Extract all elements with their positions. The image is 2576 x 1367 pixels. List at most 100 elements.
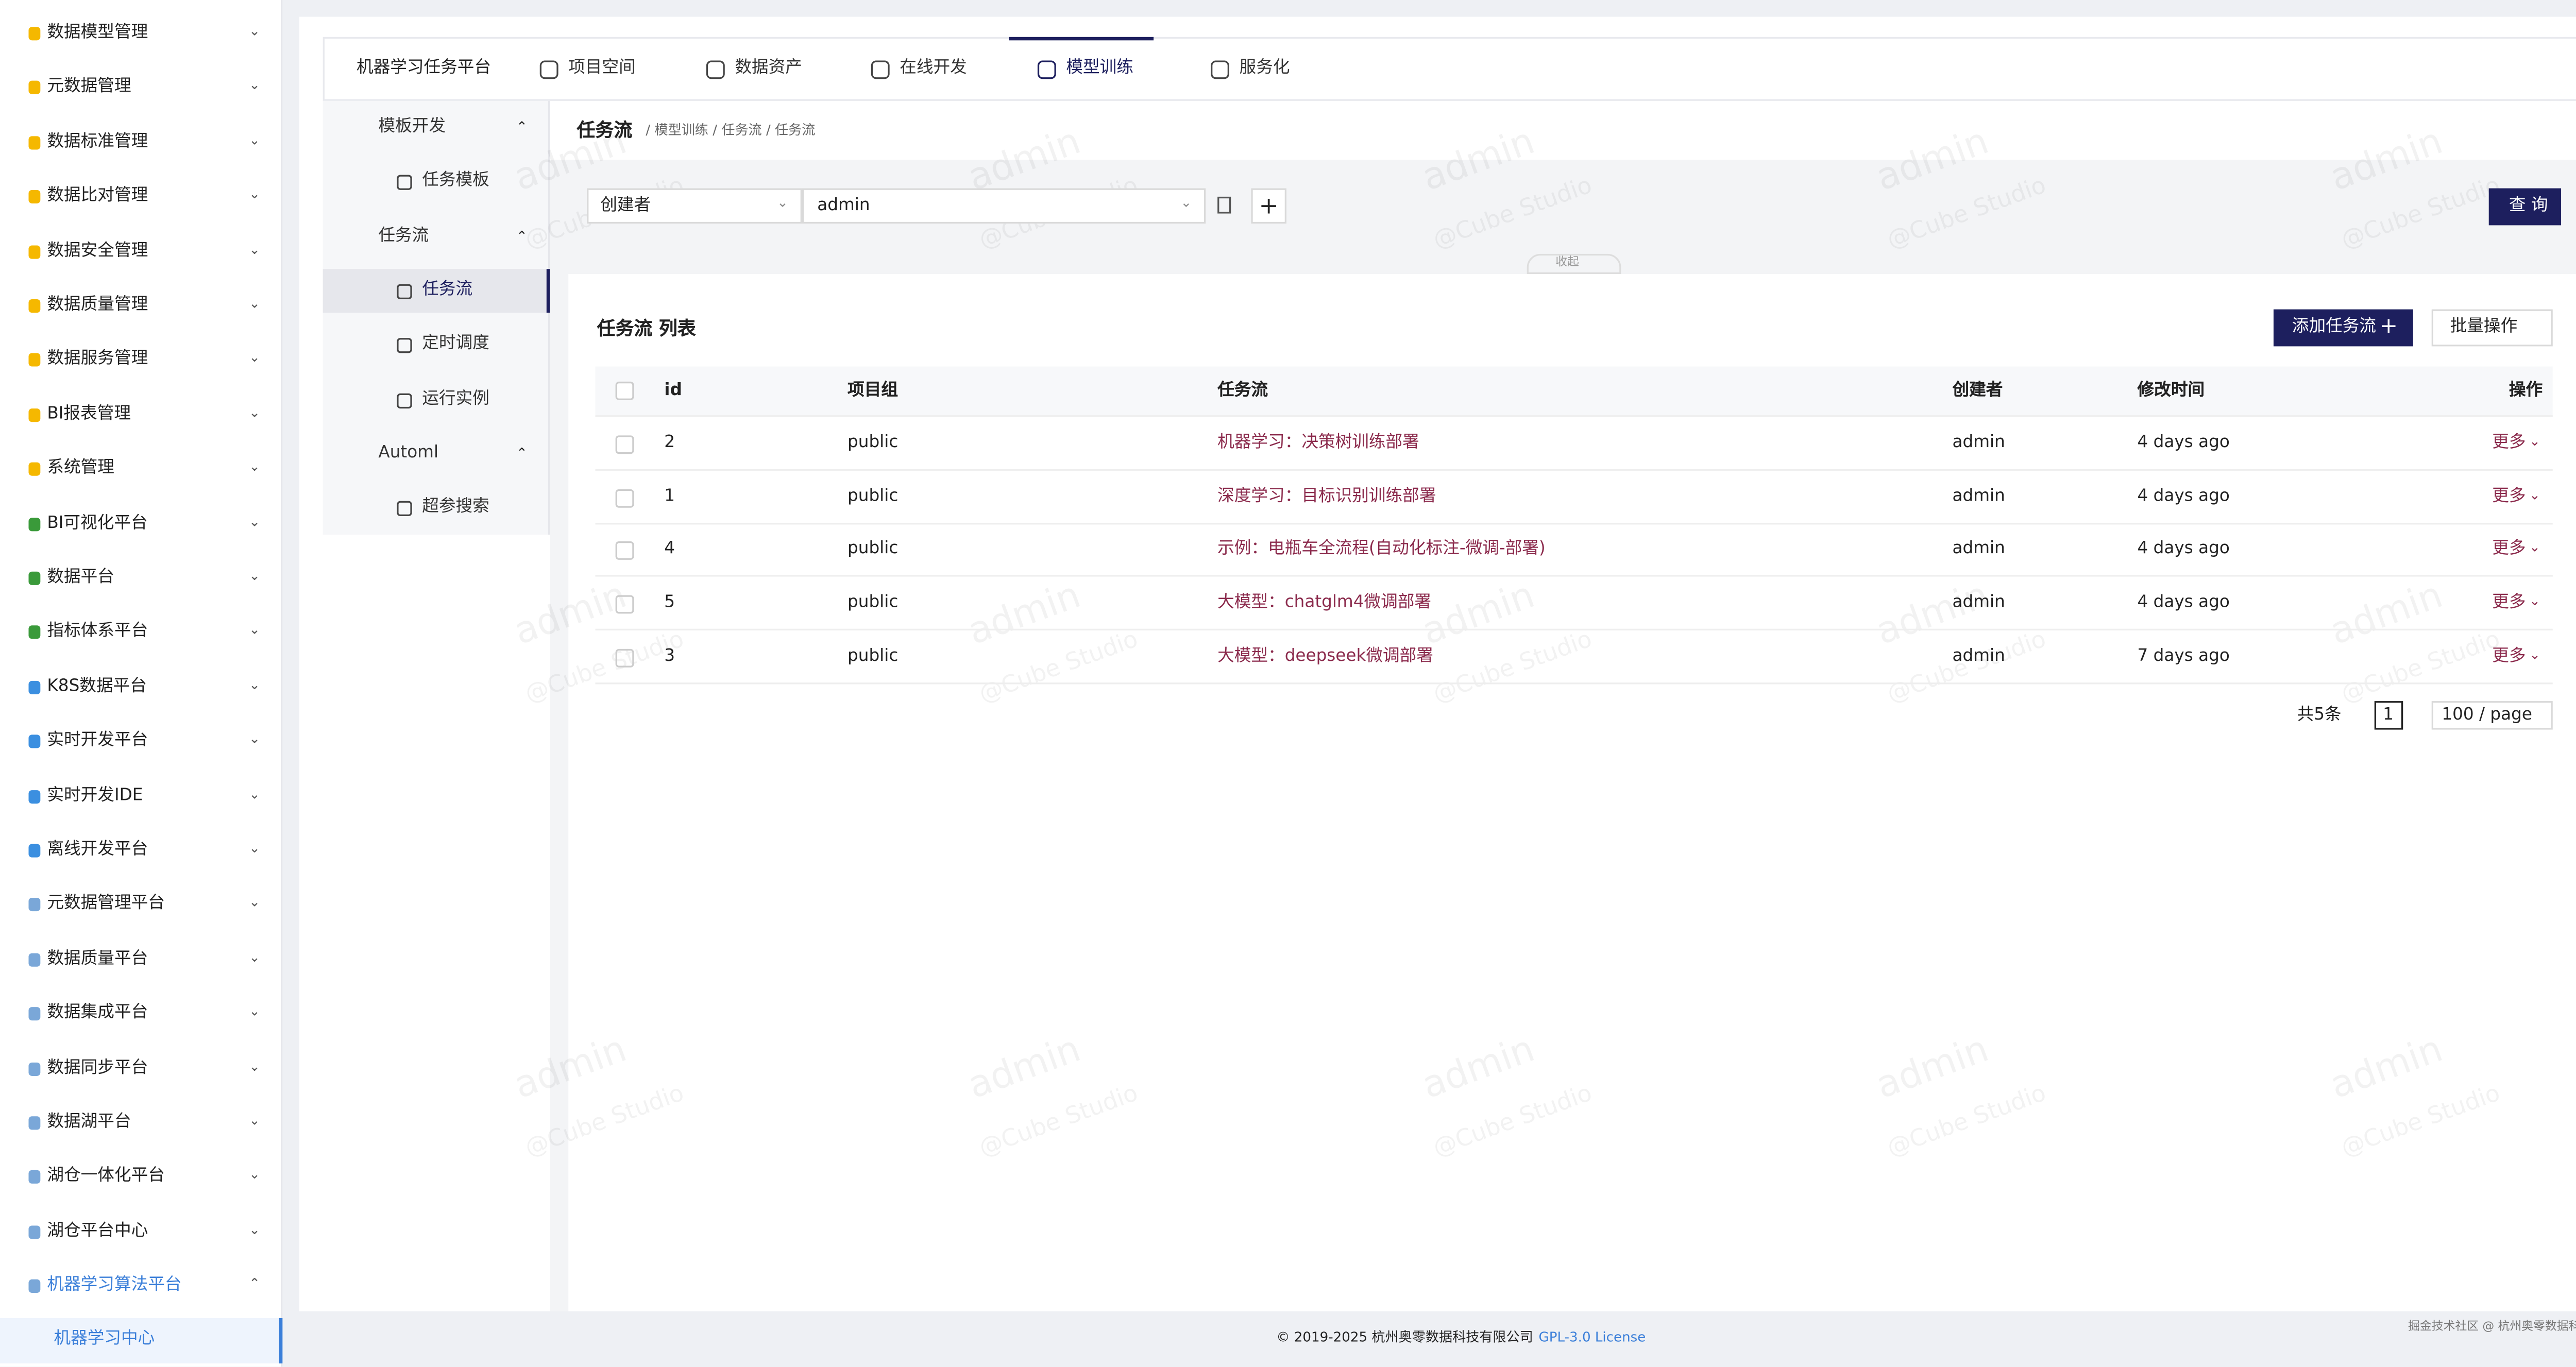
menu-item[interactable]: 定时调度 bbox=[422, 335, 489, 354]
menu-item[interactable]: 运行实例 bbox=[422, 389, 489, 408]
cell[interactable]: 深度学习：目标识别训练部署 bbox=[1217, 487, 1436, 506]
tab[interactable]: 服务化 bbox=[1239, 59, 1290, 78]
menu-group[interactable]: Automl bbox=[378, 443, 439, 462]
sidebar-item[interactable]: 数据标准管理 bbox=[47, 132, 148, 151]
chevron: ⌃ bbox=[516, 445, 528, 460]
add-filter[interactable]: + bbox=[1251, 188, 1286, 224]
sidebar-item[interactable]: BI报表管理 bbox=[47, 404, 131, 423]
menu-group[interactable]: 任务流 bbox=[378, 226, 429, 245]
tab[interactable]: 数据资产 bbox=[735, 59, 802, 78]
row-action[interactable]: 更多 bbox=[2492, 487, 2526, 506]
sidebar-item[interactable]: 数据质量平台 bbox=[47, 949, 148, 968]
menu-group[interactable]: 模板开发 bbox=[378, 117, 446, 136]
sidebar-item[interactable]: 数据服务管理 bbox=[47, 350, 148, 369]
page-box[interactable] bbox=[2374, 701, 2403, 730]
batch-button[interactable] bbox=[2431, 309, 2553, 347]
filter-field-text: 创建者 bbox=[600, 196, 651, 215]
sidebar-item[interactable]: 湖仓平台中心 bbox=[47, 1222, 148, 1241]
checkbox[interactable] bbox=[615, 542, 634, 561]
column-header[interactable]: 任务流 bbox=[1217, 381, 1268, 400]
sidebar-item[interactable]: K8S数据平台 bbox=[47, 677, 147, 696]
row-action[interactable]: 更多 bbox=[2492, 646, 2526, 665]
column-header[interactable]: 修改时间 bbox=[2137, 381, 2205, 400]
row-action[interactable]: 更多 bbox=[2492, 434, 2526, 453]
cell: admin bbox=[1952, 540, 2005, 559]
cell[interactable]: 大模型：deepseek微调部署 bbox=[1217, 646, 1433, 665]
cell[interactable]: 机器学习：决策树训练部署 bbox=[1217, 434, 1419, 453]
chevron: ⌄ bbox=[249, 186, 260, 202]
add-text[interactable]: 添加任务流 bbox=[2292, 317, 2377, 336]
tab-icon bbox=[1211, 60, 1229, 79]
sidebar-item[interactable]: 数据质量管理 bbox=[47, 296, 148, 315]
collapse-text[interactable]: 收起 bbox=[1555, 255, 1579, 269]
tab[interactable]: 项目空间 bbox=[568, 59, 636, 78]
sidebar-item[interactable]: 离线开发平台 bbox=[47, 841, 148, 859]
checkbox[interactable] bbox=[615, 648, 634, 668]
batch-text[interactable]: 批量操作 bbox=[2450, 317, 2518, 336]
chevron: ⌄ bbox=[249, 350, 260, 366]
row-action[interactable]: 更多 bbox=[2492, 540, 2526, 559]
top-nav bbox=[323, 37, 2576, 101]
chevron: ⌃ bbox=[516, 228, 528, 243]
filter-value[interactable] bbox=[802, 188, 1206, 224]
sidebar-item[interactable]: 实时开发IDE bbox=[47, 786, 143, 805]
search-button[interactable] bbox=[2488, 188, 2562, 226]
sidebar-item[interactable]: 数据模型管理 bbox=[47, 23, 148, 42]
column-header[interactable]: id bbox=[664, 381, 682, 400]
cell[interactable]: 大模型：chatglm4微调部署 bbox=[1217, 593, 1432, 612]
sidebar bbox=[0, 0, 283, 1367]
sidebar-sub-item[interactable]: 机器学习中心 bbox=[54, 1329, 155, 1348]
sidebar-item[interactable]: 数据平台 bbox=[47, 568, 114, 587]
tab[interactable]: 在线开发 bbox=[900, 59, 967, 78]
checkbox[interactable] bbox=[615, 435, 634, 454]
sidebar-item[interactable]: 实时开发平台 bbox=[47, 731, 148, 750]
sidebar-icon bbox=[28, 1062, 41, 1075]
menu-item[interactable]: 任务模板 bbox=[422, 172, 489, 191]
column-header[interactable]: 项目组 bbox=[848, 381, 898, 400]
sidebar-icon bbox=[28, 190, 41, 204]
checkbox[interactable] bbox=[615, 381, 634, 400]
sidebar-item[interactable]: 数据安全管理 bbox=[47, 241, 148, 260]
tab-icon bbox=[871, 60, 890, 79]
sidebar-icon bbox=[28, 27, 41, 41]
cell: 4 bbox=[664, 540, 675, 559]
column-header[interactable]: 操作 bbox=[2509, 381, 2543, 400]
sidebar-item[interactable]: 机器学习算法平台 bbox=[47, 1276, 182, 1295]
sidebar-item[interactable]: BI可视化平台 bbox=[47, 514, 148, 533]
page-size-box[interactable] bbox=[2431, 701, 2553, 730]
menu-item[interactable]: 超参搜索 bbox=[422, 498, 489, 517]
cell[interactable]: 示例：电瓶车全流程(自动化标注-微调-部署) bbox=[1217, 540, 1546, 559]
sidebar-item[interactable]: 元数据管理平台 bbox=[47, 895, 165, 914]
filter-field[interactable] bbox=[587, 188, 802, 224]
copyright: © 2019-2025 杭州奥零数据科技有限公司 bbox=[1276, 1329, 1533, 1345]
select-arrow: ⌄ bbox=[776, 195, 788, 210]
collapse[interactable] bbox=[1527, 253, 1621, 275]
cell: public bbox=[848, 593, 899, 612]
sidebar-item[interactable]: 湖仓一体化平台 bbox=[47, 1167, 165, 1186]
sidebar-item[interactable]: 指标体系平台 bbox=[47, 622, 148, 641]
sidebar-item[interactable]: 数据湖平台 bbox=[47, 1113, 131, 1132]
page-num[interactable]: 1 bbox=[2383, 706, 2394, 725]
chevron: ⌄ bbox=[249, 296, 260, 311]
tab[interactable]: 模型训练 bbox=[1066, 59, 1133, 78]
checkbox[interactable] bbox=[615, 488, 634, 507]
menu-item[interactable]: 任务流 bbox=[422, 280, 473, 299]
sidebar-item[interactable]: 数据比对管理 bbox=[47, 186, 148, 206]
chevron: ⌄ bbox=[2529, 487, 2540, 502]
sidebar-icon bbox=[28, 299, 41, 313]
sidebar-icon bbox=[28, 1279, 41, 1293]
sidebar-item[interactable]: 元数据管理 bbox=[47, 78, 131, 97]
column-header[interactable]: 创建者 bbox=[1952, 381, 2003, 400]
page-size[interactable]: 100 / page bbox=[2442, 706, 2532, 725]
delete-button[interactable] bbox=[1217, 196, 1231, 214]
checkbox[interactable] bbox=[615, 595, 634, 614]
add-button[interactable] bbox=[2273, 309, 2413, 347]
row-action[interactable]: 更多 bbox=[2492, 593, 2526, 612]
sidebar-item[interactable]: 数据同步平台 bbox=[47, 1058, 148, 1077]
search-text[interactable]: 查 询 bbox=[2509, 196, 2548, 215]
license[interactable]: GPL-3.0 License bbox=[1538, 1329, 1646, 1345]
sidebar-item[interactable]: 系统管理 bbox=[47, 459, 114, 478]
cell: public bbox=[848, 540, 899, 559]
sidebar-item[interactable]: 数据集成平台 bbox=[47, 1004, 148, 1023]
